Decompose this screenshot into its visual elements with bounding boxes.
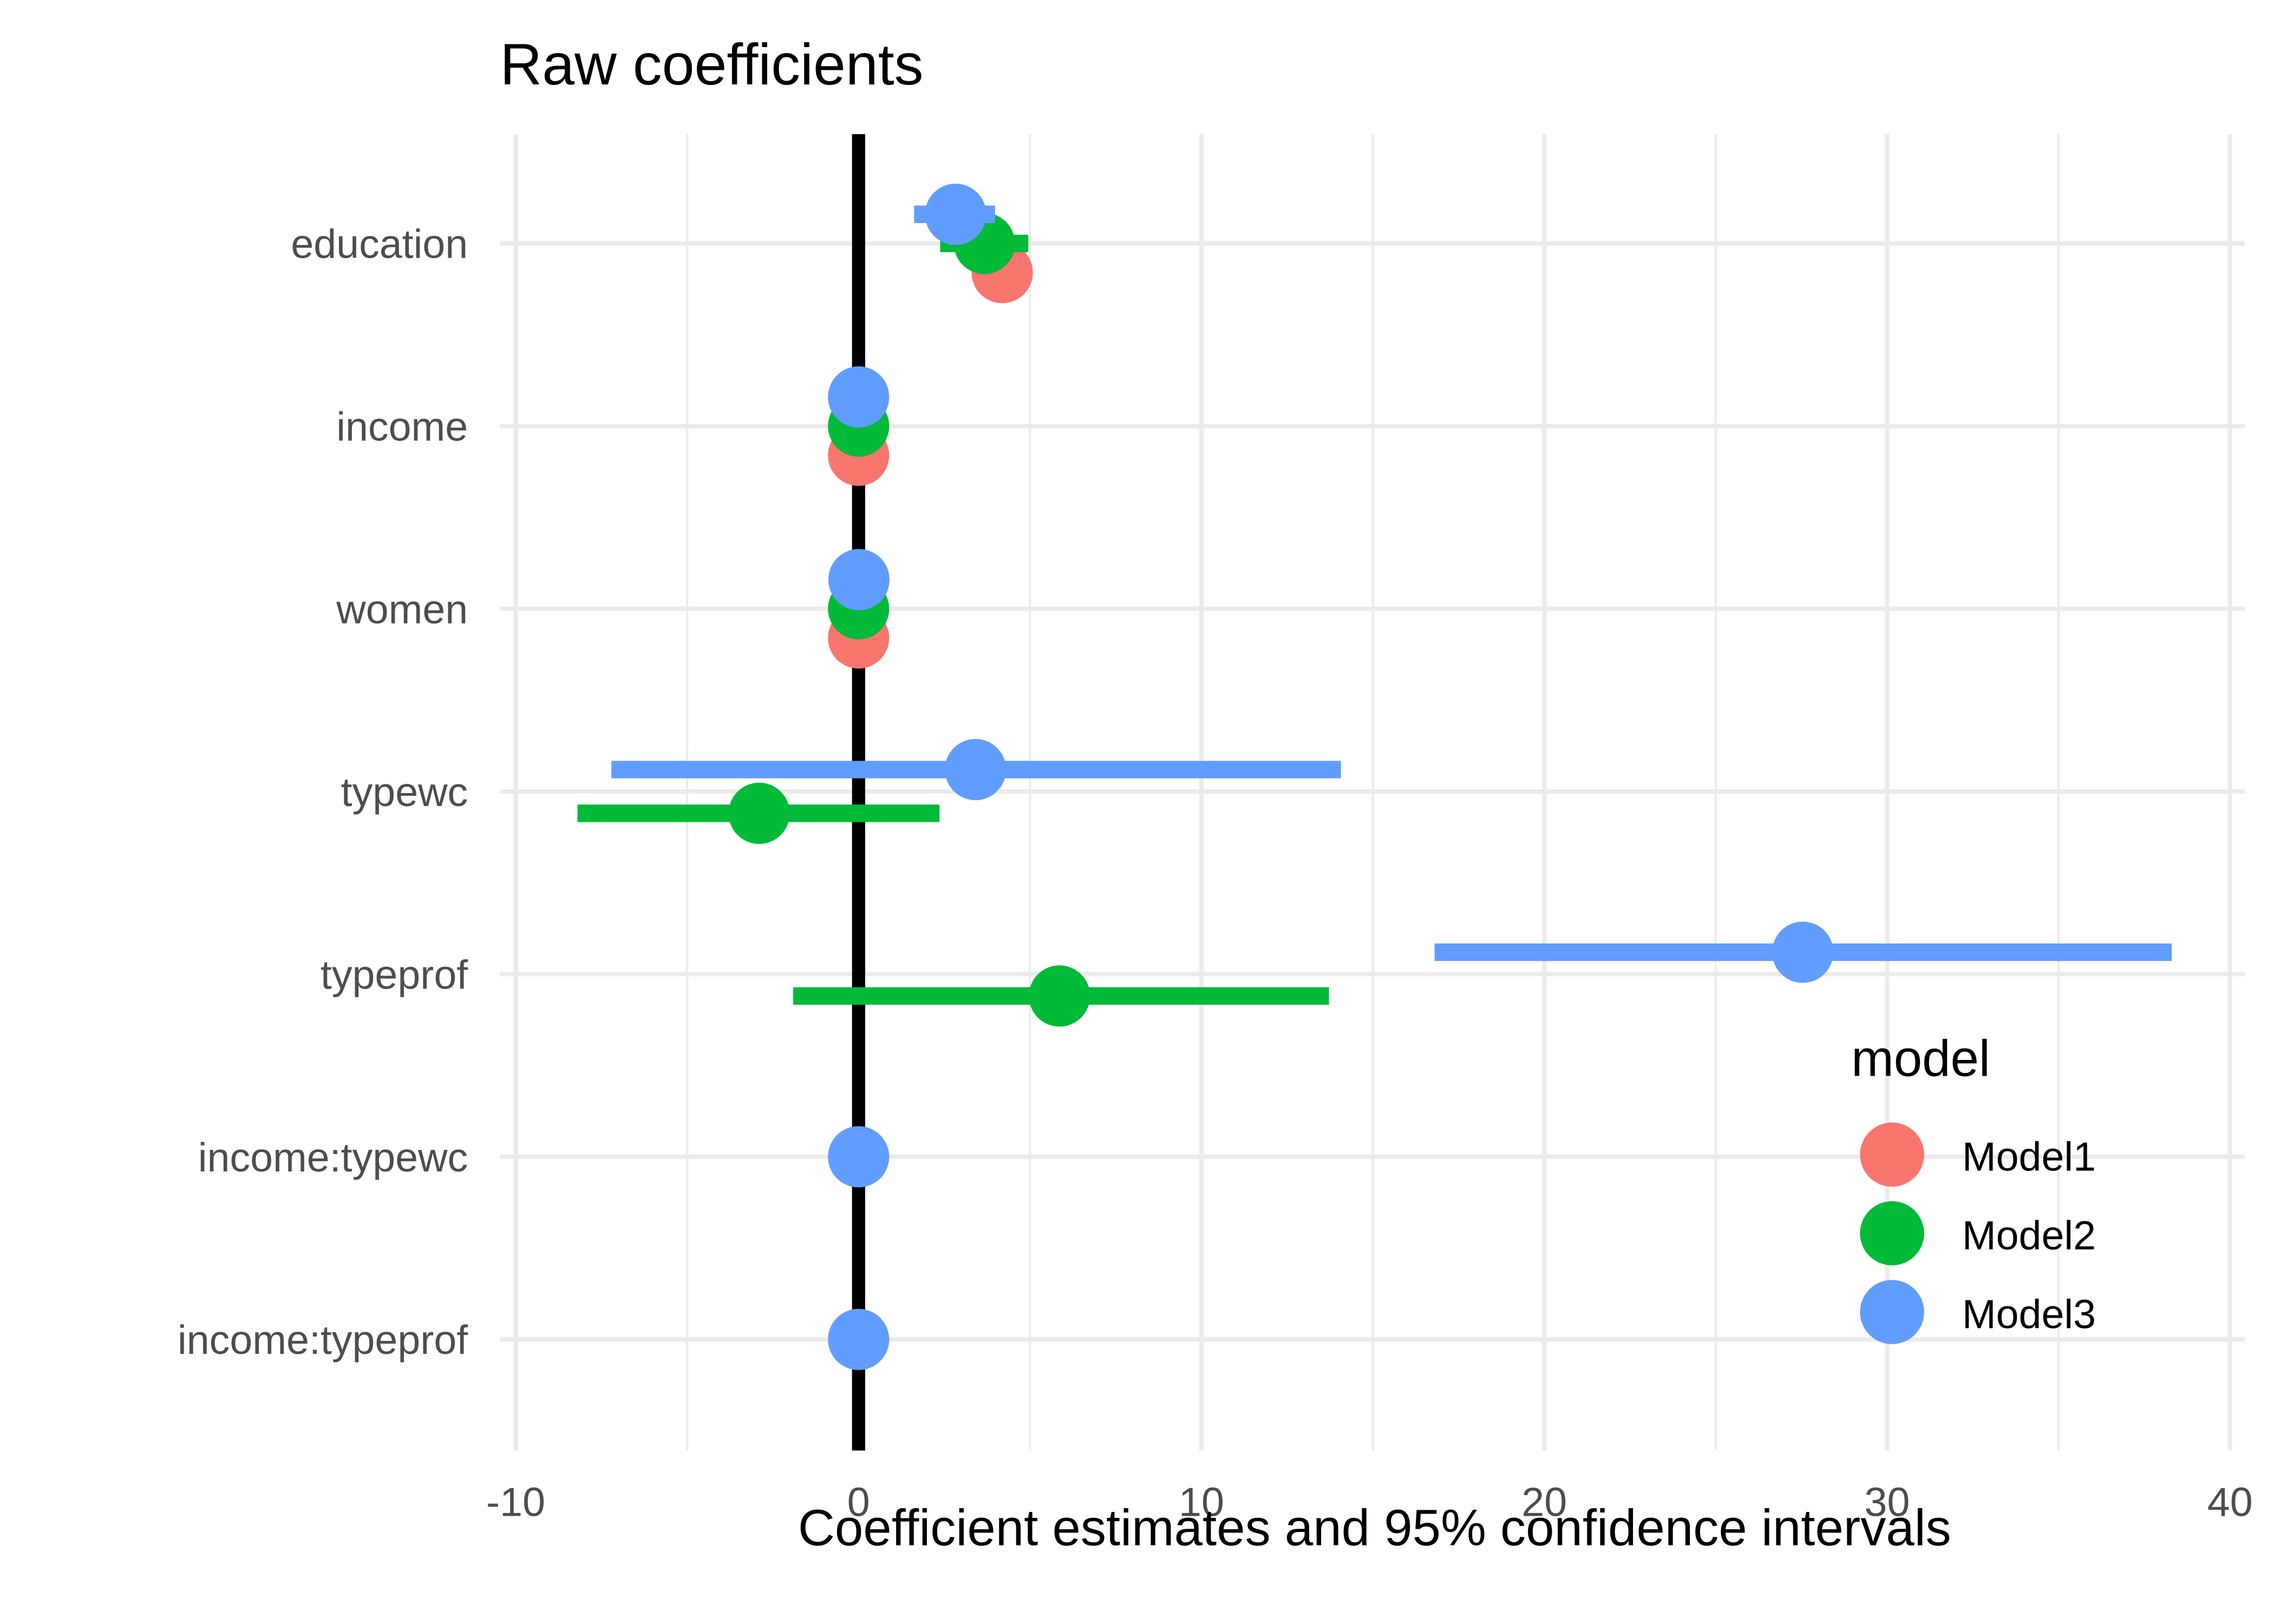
x-tick-label: 0 xyxy=(847,1479,870,1525)
estimate-point xyxy=(728,782,790,844)
y-tick-label: income:typewc xyxy=(198,1135,468,1180)
y-tick-label: typeprof xyxy=(321,952,468,997)
coef-model3-income xyxy=(828,366,890,428)
estimate-point xyxy=(828,549,890,611)
y-axis-tick-labels: education income women typewc typeprof income… xyxy=(178,221,468,1363)
y-tick-label: education xyxy=(291,221,468,267)
y-tick-label: income:typeprof xyxy=(178,1317,468,1363)
coef-model2-typewc xyxy=(577,782,940,844)
coef-model3-typewc xyxy=(611,739,1341,801)
coefficient-marks xyxy=(577,184,2172,1370)
chart-title: Raw coefficients xyxy=(500,32,923,97)
legend-label-model1: Model1 xyxy=(1962,1134,2096,1179)
coef-model3-women xyxy=(828,549,890,611)
x-tick-label: 30 xyxy=(1865,1479,1910,1525)
x-tick-label: -10 xyxy=(486,1479,545,1525)
legend: model Model1 Model2 Model3 xyxy=(1851,1030,2096,1344)
legend-key-model2 xyxy=(1860,1201,1924,1266)
coef-model3-income-typeprof xyxy=(828,1308,890,1370)
legend-title: model xyxy=(1851,1030,1990,1086)
estimate-point xyxy=(828,366,890,428)
legend-key-model3 xyxy=(1860,1280,1924,1344)
estimate-point xyxy=(945,739,1007,801)
y-tick-label: income xyxy=(336,404,468,449)
y-tick-label: typewc xyxy=(341,769,468,815)
coef-model3-income-typewc xyxy=(828,1126,890,1188)
estimate-point xyxy=(1029,965,1090,1027)
x-tick-label: 10 xyxy=(1179,1479,1224,1525)
legend-key-model1 xyxy=(1860,1122,1924,1187)
coef-model2-typeprof xyxy=(793,965,1329,1027)
x-tick-label: 20 xyxy=(1521,1479,1567,1525)
x-axis-tick-labels: -10 0 10 20 30 40 xyxy=(486,1479,2253,1525)
coef-model3-typeprof xyxy=(1434,921,2172,983)
y-tick-label: women xyxy=(336,587,468,632)
legend-label-model2: Model2 xyxy=(1962,1213,2096,1258)
estimate-point xyxy=(1772,921,1834,983)
estimate-point xyxy=(828,1126,890,1188)
legend-label-model3: Model3 xyxy=(1962,1291,2096,1337)
coef-model3-education xyxy=(914,184,995,245)
x-axis-label: Coefficient estimates and 95% confidence… xyxy=(798,1499,1951,1556)
estimate-point xyxy=(828,1308,890,1370)
x-tick-label: 40 xyxy=(2207,1479,2253,1525)
estimate-point xyxy=(925,184,986,245)
